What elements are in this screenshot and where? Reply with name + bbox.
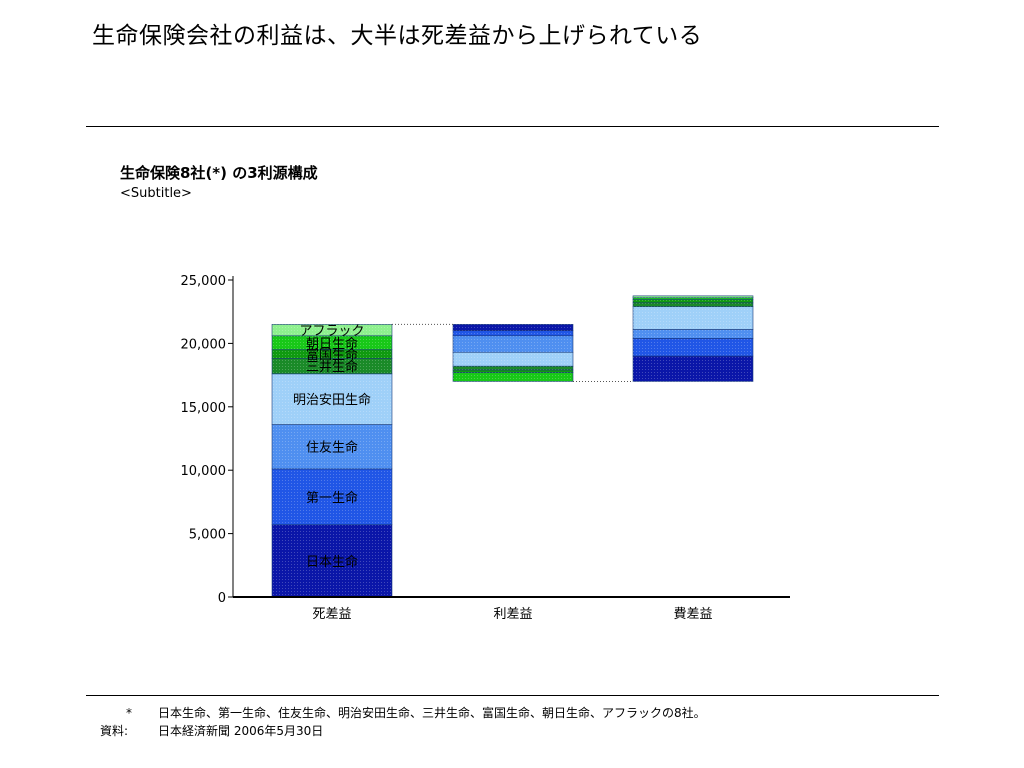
bar-data-label: 富国生命 xyxy=(306,347,358,363)
source-text: 日本経済新聞 2006年5月30日 xyxy=(158,724,324,738)
bar-segment-texture xyxy=(272,358,392,374)
bar-data-label: 住友生命 xyxy=(306,440,358,456)
page-title: 生命保険会社の利益は、大半は死差益から上げられている xyxy=(92,23,703,49)
bar-segment-texture xyxy=(633,329,753,339)
footer-divider xyxy=(86,695,939,696)
bar-data-label: アフラック xyxy=(299,324,364,339)
footnote-source: 資料: 日本経済新聞 2006年5月30日 xyxy=(100,722,323,739)
bar-segment-texture xyxy=(633,356,753,382)
bar-segment-texture xyxy=(453,335,573,353)
bar-segment-texture xyxy=(633,338,753,357)
bar-segment-texture xyxy=(633,306,753,330)
bar-segment-texture xyxy=(453,370,573,373)
bar-data-label: 第一生命 xyxy=(306,490,358,506)
bar-segment-texture xyxy=(633,297,753,300)
bar-data-label: 三井生命 xyxy=(306,359,358,375)
bar-data-label: 明治安田生命 xyxy=(293,392,371,408)
y-tick-label: 20,000 xyxy=(181,337,227,352)
bar-segment-texture xyxy=(453,372,573,382)
bar-segment-texture xyxy=(633,302,753,307)
y-tick-label: 5,000 xyxy=(189,528,226,543)
bar-segment-texture xyxy=(453,366,573,371)
footnote-text: 日本生命、第一生命、住友生命、明治安田生命、三井生命、富国生命、朝日生命、アフラ… xyxy=(158,706,706,720)
footnote-companies: * 日本生命、第一生命、住友生命、明治安田生命、三井生命、富国生命、朝日生命、アフ… xyxy=(100,704,706,721)
y-tick-label: 25,000 xyxy=(181,274,227,289)
source-label: 資料: xyxy=(100,724,129,738)
bar-segment-texture xyxy=(272,335,392,350)
x-tick-label: 利差益 xyxy=(493,607,532,622)
bar-segment-texture xyxy=(633,295,753,298)
bar-segment-texture xyxy=(272,468,392,525)
bar-segment-texture xyxy=(453,330,573,336)
bar-segment-texture xyxy=(272,373,392,425)
x-tick-label: 死差益 xyxy=(312,607,351,622)
y-tick-label: 15,000 xyxy=(181,401,227,416)
bar-data-label: 日本生命 xyxy=(306,554,358,570)
y-tick-label: 0 xyxy=(218,591,226,606)
bar-segment-texture xyxy=(453,324,573,331)
bar-data-label: 朝日生命 xyxy=(306,336,358,352)
bar-segment-texture xyxy=(453,352,573,367)
y-tick-label: 10,000 xyxy=(181,464,227,479)
chart-subtitle: <Subtitle> xyxy=(120,186,192,201)
bar-segment-texture xyxy=(272,424,392,469)
bar-segment-texture xyxy=(272,524,392,597)
footnote-mark: * xyxy=(126,706,132,720)
bar-segment-texture xyxy=(272,324,392,336)
bar-segment-texture xyxy=(272,349,392,359)
x-tick-label: 費差益 xyxy=(673,607,712,622)
bar-segment-texture xyxy=(633,299,753,303)
chart-title: 生命保険8社(*) の3利源構成 xyxy=(120,164,318,182)
title-divider xyxy=(86,126,939,127)
